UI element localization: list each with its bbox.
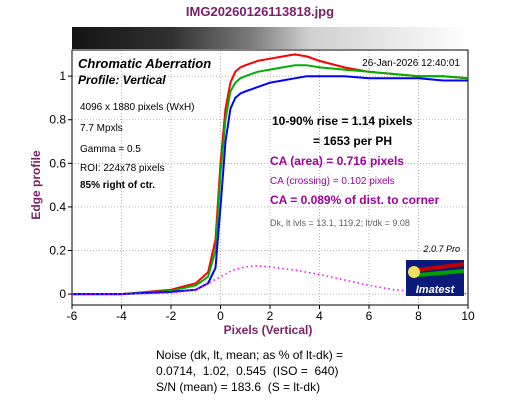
file-title: IMG20260126113818.jpg (185, 4, 335, 19)
y-tick-label: 0 (59, 287, 66, 301)
red-channel-line (72, 53, 469, 296)
x-tick-label: 2 (267, 309, 274, 323)
info-roi: ROI: 224x78 pixels (80, 163, 165, 174)
y-tick-label: 0.2 (49, 244, 66, 258)
x-tick-label: 4 (316, 309, 323, 323)
plot-border (71, 49, 469, 306)
info-gamma: Gamma = 0.5 (80, 144, 141, 155)
info-dimensions: 4096 x 1880 pixels (WxH) (80, 102, 195, 113)
chart-title: Chromatic Aberration (78, 56, 211, 71)
x-tick-label: 8 (415, 309, 422, 323)
y-tick-label: 0.6 (49, 156, 66, 170)
x-tick-label: -4 (116, 309, 127, 323)
snr-line: S/N (mean) = 183.6 (S = lt-dk) (156, 380, 321, 394)
x-axis-label: Pixels (Vertical) (224, 323, 313, 337)
ca-area: CA (area) = 0.716 pixels (270, 154, 404, 168)
edge-preview-strip (72, 27, 468, 49)
noise-line-2: 0.0714, 1.02, 0.545 (ISO = 640) (156, 364, 339, 378)
timestamp: 26-Jan-2026 12:40:01 (362, 58, 460, 69)
noise-line-1: Noise (dk, lt, mean; as % of lt-dk) = (156, 348, 344, 362)
info-megapixels: 7.7 Mpxls (80, 123, 123, 134)
y-tick-label: 0.4 (49, 200, 66, 214)
info-location: 85% right of ctr. (80, 180, 155, 191)
y-axis-label: Edge profile (29, 150, 43, 220)
ca-difference-line (72, 265, 469, 295)
logo-text: Imatest (416, 284, 456, 296)
x-tick-label: -6 (67, 309, 78, 323)
imatest-logo: Imatest (406, 260, 464, 296)
version-label: 2.0.7 Pro (422, 244, 460, 254)
x-tick-label: 10 (461, 309, 475, 323)
x-tick-label: 6 (366, 309, 373, 323)
rise-result: 10-90% rise = 1.14 pixels (272, 114, 413, 128)
ca-crossing: CA (crossing) = 0.102 pixels (270, 176, 395, 187)
y-tick-label: 1 (59, 69, 66, 83)
x-tick-label: 0 (217, 309, 224, 323)
series-group (72, 53, 469, 296)
x-tick-label: -2 (166, 309, 177, 323)
rise-per-ph: = 1653 per PH (313, 134, 392, 148)
chart-subtitle: Profile: Vertical (78, 73, 166, 87)
levels-info: Dk, lt lvls = 13.1, 119.2; lt/dk = 9.08 (270, 218, 410, 228)
ca-corner: CA = 0.089% of dist. to corner (270, 193, 440, 207)
tick-labels: -6 -4 -2 0 2 4 6 8 10 0 0.2 0.4 0.6 0.8 1 (49, 69, 475, 323)
y-tick-label: 0.8 (49, 113, 66, 127)
plot-frame (68, 49, 469, 309)
green-channel-line (72, 64, 469, 296)
